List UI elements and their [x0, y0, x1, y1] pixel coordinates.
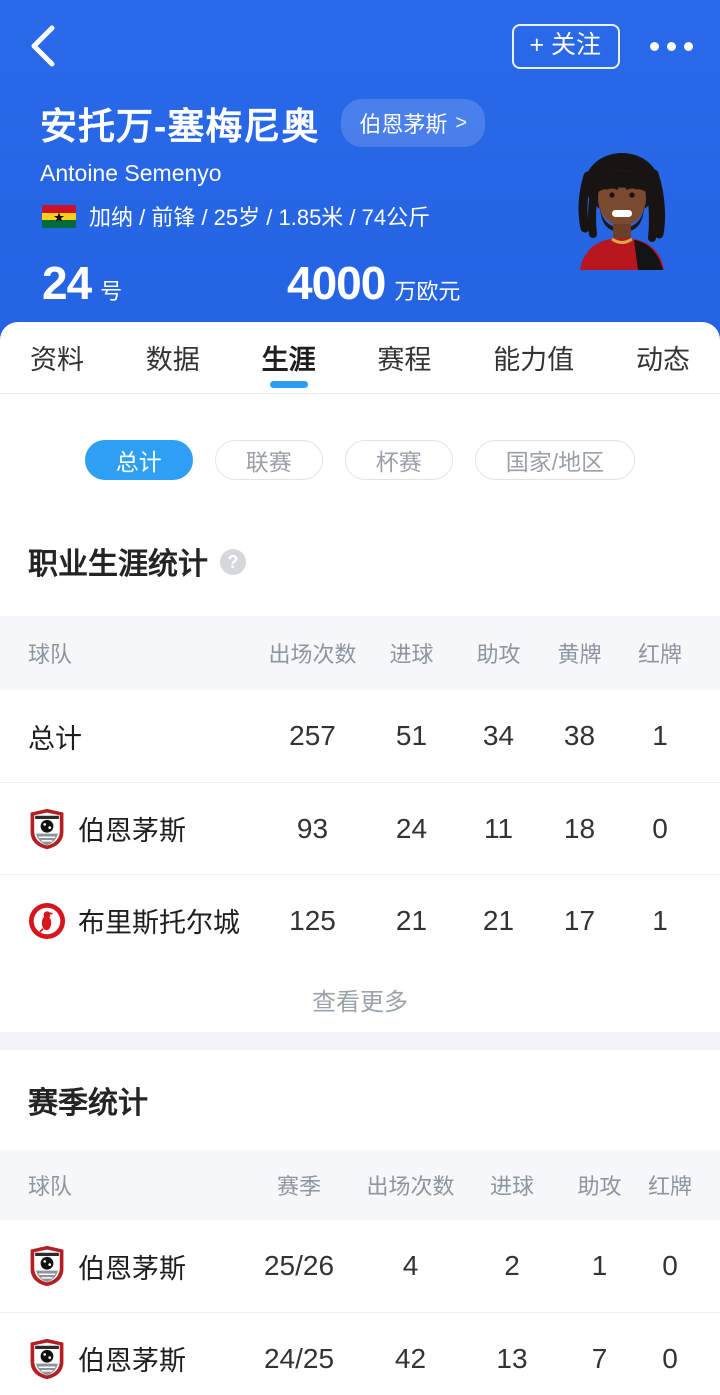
top-bar-actions: + 关注: [512, 23, 693, 69]
player-name-row: 安托万-塞梅尼奥 伯恩茅斯 >: [0, 96, 720, 150]
view-more-button[interactable]: 查看更多: [312, 988, 408, 1016]
market-value: 4000: [287, 257, 386, 309]
season-section-title: 赛季统计: [28, 1087, 148, 1120]
top-bar: + 关注: [0, 0, 720, 69]
bournemouth-badge-icon: [30, 808, 64, 849]
season-row-24-25[interactable]: 伯恩茅斯 24/25 42 13 7 0: [0, 1312, 720, 1395]
team-name: 伯恩茅斯: [359, 112, 448, 137]
player-header: + 关注 安托万-塞梅尼奥 伯恩茅斯 > Antoine Semenyo 加纳 …: [0, 0, 720, 347]
follow-button[interactable]: + 关注: [512, 23, 620, 69]
season-stats-section: 赛季统计 球队 赛季 出场次数 进球 助攻 红牌: [0, 1050, 720, 1395]
tab-rating[interactable]: 能力值: [493, 345, 575, 375]
tab-career[interactable]: 生涯: [262, 322, 316, 394]
chevron-right-icon: >: [455, 111, 468, 134]
ghana-flag-icon: [42, 204, 76, 228]
season-table-header: 球队 赛季 出场次数 进球 助攻 红牌: [0, 1150, 720, 1220]
help-icon[interactable]: ?: [220, 549, 246, 575]
player-name-cn: 安托万-塞梅尼奥: [40, 106, 320, 147]
filter-league[interactable]: 联赛: [214, 440, 323, 480]
bournemouth-badge-icon: [30, 1245, 64, 1287]
tab-schedule[interactable]: 赛程: [377, 345, 432, 375]
player-name-en: Antoine Semenyo: [40, 160, 222, 186]
section-divider: [0, 1032, 720, 1050]
back-icon: [31, 25, 55, 67]
tab-news[interactable]: 动态: [635, 345, 690, 375]
more-icon: [650, 41, 659, 51]
shirt-number: 24: [42, 257, 92, 309]
career-stats-section: 职业生涯统计 ? 球队 出场次数 进球 助攻 黄牌 红牌 总计 257 51 3…: [0, 542, 720, 1032]
shirt-number-unit: 号: [100, 279, 123, 304]
filter-total[interactable]: 总计: [84, 440, 193, 480]
player-info-row: 加纳 / 前锋 / 25岁 / 1.85米 / 74公斤: [42, 200, 720, 232]
bristol-city-badge-icon: [28, 902, 66, 939]
table-row-total[interactable]: 总计 257 51 34 38 1: [0, 690, 720, 782]
table-row-bournemouth[interactable]: 伯恩茅斯 93 24 11 18 0: [0, 782, 720, 874]
career-table-header: 球队 出场次数 进球 助攻 黄牌 红牌: [0, 616, 720, 690]
table-row-bristol-city[interactable]: 布里斯托尔城 125 21 21 17 1: [0, 874, 720, 966]
active-tab-underline: [269, 380, 308, 388]
filter-national[interactable]: 国家/地区: [474, 440, 636, 480]
player-bio-line: 加纳 / 前锋 / 25岁 / 1.85米 / 74公斤: [89, 205, 431, 230]
tab-data[interactable]: 数据: [145, 345, 200, 375]
back-button[interactable]: [28, 25, 68, 67]
competition-filter: 总计 联赛 杯赛 国家/地区: [0, 440, 720, 480]
bournemouth-badge-icon: [30, 1338, 64, 1379]
season-row-25-26[interactable]: 伯恩茅斯 25/26 4 2 1 0: [0, 1220, 720, 1312]
player-photo: [542, 148, 708, 270]
team-link[interactable]: 伯恩茅斯 >: [341, 99, 486, 147]
tab-bar: 资料 数据 生涯 赛程 能力值 动态: [0, 322, 720, 394]
career-section-title: 职业生涯统计: [28, 548, 208, 581]
content-card: 资料 数据 生涯 赛程 能力值 动态 总计 联赛 杯赛 国家/地区 职业生涯统计…: [0, 322, 720, 1395]
market-value-unit: 万欧元: [394, 279, 461, 304]
filter-cup[interactable]: 杯赛: [344, 440, 453, 480]
more-button[interactable]: [650, 36, 693, 57]
tab-profile[interactable]: 资料: [30, 345, 84, 375]
